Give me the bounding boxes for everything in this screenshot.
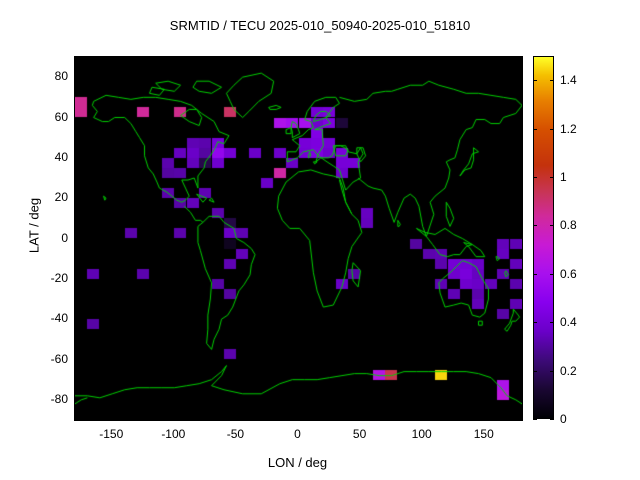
- colorbar-tick-mark: [550, 177, 554, 178]
- colorbar-tick-label: 0.2: [560, 363, 577, 378]
- colorbar-tick-mark: [533, 370, 537, 372]
- map-plot-area[interactable]: [74, 56, 523, 421]
- x-tick-label: 100: [411, 427, 432, 441]
- x-axis-label: LON / deg: [267, 455, 328, 470]
- colorbar[interactable]: [533, 56, 554, 420]
- y-tick-label: 0: [61, 230, 68, 245]
- colorbar-tick-mark: [533, 322, 537, 324]
- colorbar-tick-mark: [533, 177, 537, 178]
- y-tick-label: -60: [50, 351, 68, 366]
- colorbar-tick-mark: [550, 128, 554, 130]
- x-tick-label: -100: [161, 427, 186, 441]
- y-axis-label: LAT / deg: [26, 197, 42, 254]
- x-tick-label: 50: [352, 427, 367, 441]
- y-tick-label: 20: [54, 190, 68, 205]
- y-tick-label: -40: [50, 311, 68, 326]
- x-tick-label: 150: [473, 427, 494, 441]
- y-tick-label: 40: [54, 149, 68, 164]
- y-tick-label: 80: [54, 69, 68, 84]
- colorbar-tick-label: 1.4: [560, 73, 577, 88]
- colorbar-tick-mark: [533, 80, 537, 82]
- colorbar-tick-mark: [550, 419, 554, 420]
- colorbar-tick-mark: [533, 419, 537, 420]
- y-tick-label: -80: [50, 391, 68, 406]
- x-tick-label: -150: [99, 427, 124, 441]
- colorbar-tick-label: 0.8: [560, 218, 577, 233]
- colorbar-tick-mark: [550, 370, 554, 372]
- chart-title: SRMTID / TECU 2025-010_50940-2025-010_51…: [169, 18, 471, 33]
- colorbar-tick-label: 0.4: [560, 315, 577, 330]
- colorbar-tick-label: 0: [560, 412, 567, 426]
- colorbar-tick-label: 0.6: [560, 266, 577, 281]
- colorbar-gradient: [533, 56, 554, 419]
- colorbar-tick-mark: [533, 225, 537, 227]
- colorbar-tick-mark: [550, 80, 554, 82]
- x-tick-label: 0: [294, 427, 301, 441]
- colorbar-tick-mark: [533, 128, 537, 130]
- colorbar-tick-mark: [533, 273, 537, 275]
- colorbar-tick-label: 1: [560, 170, 567, 184]
- y-tick-label: -20: [50, 270, 68, 285]
- x-tick-label: -50: [226, 427, 245, 441]
- colorbar-tick-label: 1.2: [560, 121, 577, 136]
- colorbar-tick-mark: [550, 273, 554, 275]
- colorbar-tick-mark: [550, 225, 554, 227]
- y-tick-label: 60: [54, 109, 68, 124]
- coastline-layer: [75, 57, 522, 420]
- colorbar-tick-mark: [550, 322, 554, 324]
